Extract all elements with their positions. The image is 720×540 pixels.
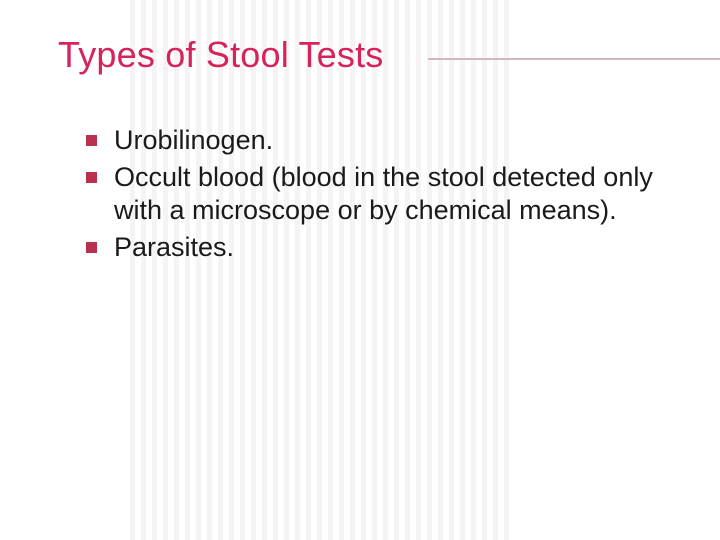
slide-title: Types of Stool Tests: [58, 34, 384, 75]
list-item-text: Parasites.: [114, 232, 234, 262]
square-bullet-icon: [86, 172, 97, 183]
list-item-text: Urobilinogen.: [114, 125, 273, 155]
list-item-text: Occult blood (blood in the stool detecte…: [114, 162, 653, 225]
square-bullet-icon: [86, 242, 97, 253]
square-bullet-icon: [86, 135, 97, 146]
title-area: Types of Stool Tests: [58, 34, 670, 60]
slide-content: Types of Stool Tests Urobilinogen. Occul…: [58, 34, 670, 264]
bullet-list: Urobilinogen. Occult blood (blood in the…: [58, 124, 670, 264]
list-item: Parasites.: [86, 231, 670, 264]
list-item: Urobilinogen.: [86, 124, 670, 157]
title-rule: [428, 58, 720, 60]
slide: Types of Stool Tests Urobilinogen. Occul…: [0, 0, 720, 540]
list-item: Occult blood (blood in the stool detecte…: [86, 161, 670, 227]
